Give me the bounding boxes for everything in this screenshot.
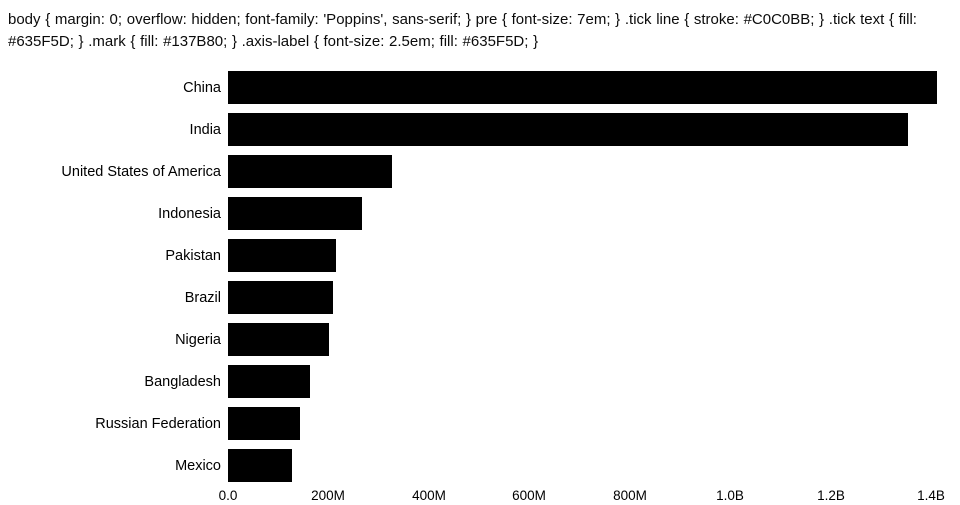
chart-row: China (0, 67, 960, 109)
chart-row: United States of America (0, 151, 960, 193)
x-axis-tick-label: 1.4B (917, 487, 945, 503)
bar (228, 155, 392, 188)
chart-row: Indonesia (0, 193, 960, 235)
category-label: Russian Federation (95, 415, 221, 432)
bar (228, 71, 937, 104)
chart-row: Pakistan (0, 235, 960, 277)
bar (228, 449, 292, 482)
category-label: China (183, 79, 221, 96)
x-axis-tick-label: 200M (311, 487, 345, 503)
chart-row: Bangladesh (0, 361, 960, 403)
category-label: Indonesia (158, 205, 221, 222)
category-label: Brazil (184, 289, 221, 306)
chart-row: Russian Federation (0, 403, 960, 445)
category-label: India (189, 121, 221, 138)
chart-row: Brazil (0, 277, 960, 319)
category-label: Mexico (175, 457, 221, 474)
bar (228, 239, 336, 272)
unapplied-css-source-text: body { margin: 0; overflow: hidden; font… (8, 11, 917, 50)
chart-rows: China India United States of America Indone… (0, 67, 960, 487)
chart-row: India (0, 109, 960, 151)
bar (228, 407, 300, 440)
bar (228, 323, 329, 356)
bar (228, 113, 908, 146)
x-axis-tick-label: 600M (512, 487, 546, 503)
bar (228, 197, 362, 230)
x-axis-tick-label: 1.0B (716, 487, 744, 503)
x-axis-tick-label: 1.2B (817, 487, 845, 503)
x-axis: 0.0 200M 400M 600M 800M 1.0B 1.2B 1.4B (219, 487, 960, 505)
x-axis-tick-label: 800M (613, 487, 647, 503)
category-label: Nigeria (175, 331, 221, 348)
bar (228, 281, 333, 314)
category-label: Pakistan (165, 247, 221, 264)
population-bar-chart: China India United States of America Indone… (0, 67, 960, 505)
category-label: Bangladesh (144, 373, 221, 390)
category-label: United States of America (61, 163, 221, 180)
x-axis-tick-label: 0.0 (218, 487, 238, 503)
chart-row: Mexico (0, 445, 960, 487)
chart-row: Nigeria (0, 319, 960, 361)
x-axis-tick-label: 400M (412, 487, 446, 503)
bar (228, 365, 310, 398)
